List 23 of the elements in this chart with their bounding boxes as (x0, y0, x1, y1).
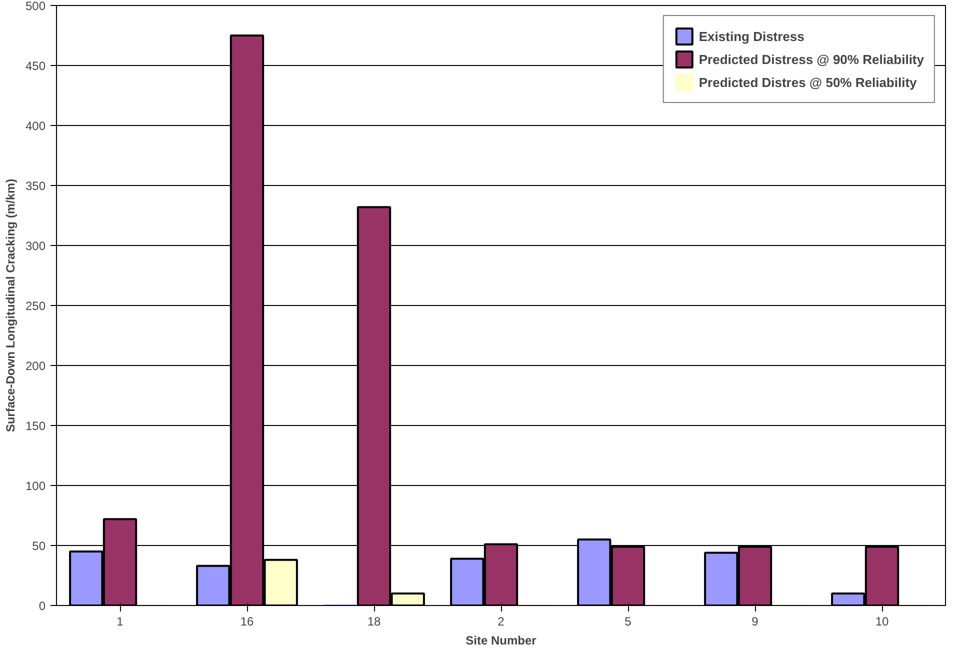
x-tick-label: 2 (498, 614, 505, 628)
y-axis-title: Surface-Down Longitudinal Cracking (m/km) (3, 178, 18, 432)
legend-label: Existing Distress (698, 28, 804, 44)
y-tick-label: 500 (25, 0, 46, 13)
y-tick-label: 450 (25, 59, 46, 73)
y-tick-label: 50 (32, 539, 46, 553)
legend-label: Predicted Distress @ 90% Reliability (698, 52, 924, 66)
y-tick-label: 150 (25, 419, 46, 433)
x-tick-label: 5 (624, 614, 632, 628)
y-tick-label: 200 (25, 359, 46, 373)
x-tick-label: 16 (240, 614, 254, 628)
y-tick-label: 250 (25, 299, 46, 313)
y-tick-label: 400 (25, 119, 46, 133)
y-tick-label: 100 (25, 479, 46, 493)
y-tick-label: 300 (25, 239, 46, 253)
x-tick-label: 10 (875, 614, 889, 628)
x-axis-title: Site Number (466, 634, 537, 648)
x-tick-label: 1 (116, 614, 124, 628)
y-tick-label: 350 (25, 179, 46, 193)
legend-label: Predicted Distres @ 50% Reliability (698, 74, 917, 90)
y-tick-label: 0 (38, 599, 46, 613)
x-tick-label: 18 (367, 614, 381, 628)
x-tick-label: 9 (752, 614, 759, 628)
